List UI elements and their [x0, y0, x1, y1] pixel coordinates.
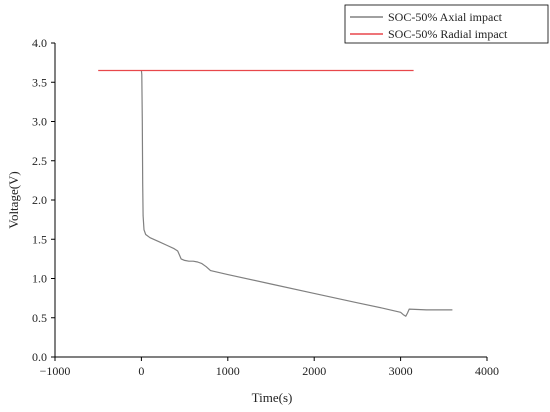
- y-tick-label: 2.0: [32, 193, 47, 207]
- legend-label: SOC-50% Radial impact: [388, 27, 508, 41]
- y-axis-title: Voltage(V): [6, 171, 21, 229]
- x-tick-label: 4000: [475, 364, 499, 378]
- ticks: −1000 0 1000 2000 3000 4000 0.0 0.5 1.0 1.5 2.0 2.5…: [32, 36, 499, 378]
- series-layer: [98, 69, 453, 317]
- x-tick-label: 3000: [389, 364, 413, 378]
- y-tick-label: 0.5: [32, 311, 47, 325]
- y-tick-label: 4.0: [32, 36, 47, 50]
- legend-label: SOC-50% Axial impact: [388, 10, 503, 24]
- x-tick-label: 0: [138, 364, 144, 378]
- x-tick-label: −1000: [40, 364, 71, 378]
- x-tick-label: 2000: [302, 364, 326, 378]
- y-tick-label: 3.5: [32, 75, 47, 89]
- y-tick-label: 1.0: [32, 272, 47, 286]
- legend-box: [344, 4, 549, 44]
- x-axis-title: Time(s): [252, 390, 293, 405]
- y-tick-label: 1.5: [32, 232, 47, 246]
- y-tick-label: 0.0: [32, 350, 47, 364]
- y-tick-label: 2.5: [32, 154, 47, 168]
- y-tick-label: 3.0: [32, 115, 47, 129]
- series-line-1: [140, 70, 453, 317]
- legend: SOC-50% Axial impact SOC-50% Radial impac…: [344, 4, 549, 44]
- x-tick-label: 1000: [216, 364, 240, 378]
